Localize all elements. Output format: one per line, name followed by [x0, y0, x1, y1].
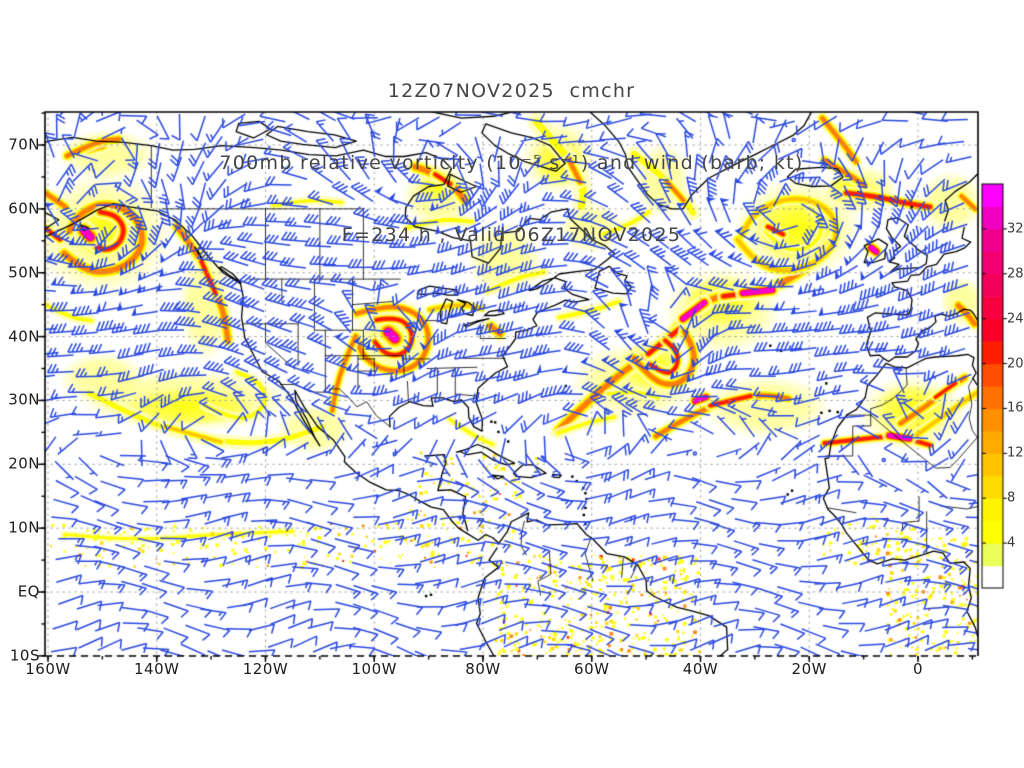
chart-titles: 12Z07NOV2025 cmchr 700mb relative vortic…: [45, 31, 978, 295]
colorbar-tick-label: 32: [1007, 221, 1024, 237]
y-axis-tick-label: 20N: [8, 454, 40, 473]
x-axis-tick-label: 0: [912, 660, 924, 678]
y-axis-tick-label: EQ: [17, 582, 40, 601]
y-axis-tick-label: 10S: [9, 646, 40, 665]
y-axis-tick-label: 50N: [8, 263, 40, 282]
y-axis-tick-label: 60N: [8, 199, 40, 218]
x-axis-tick-label: 20W: [791, 660, 827, 678]
x-axis-tick-label: 140W: [134, 660, 180, 678]
title-init-model: 12Z07NOV2025 cmchr: [387, 80, 636, 102]
x-axis-tick-label: 80W: [465, 660, 501, 678]
x-axis-tick-label: 160W: [25, 660, 71, 678]
y-axis-tick-label: 10N: [8, 518, 40, 537]
colorbar-tick-label: 28: [1007, 266, 1024, 282]
colorbar-tick-label: 4: [1007, 535, 1016, 551]
y-axis-tick-label: 70N: [8, 135, 40, 154]
title-valid: F=234 h ; Valid 06Z17NOV2025: [341, 224, 682, 246]
x-axis-tick-label: 120W: [242, 660, 289, 678]
colorbar-tick-label: 24: [1007, 311, 1024, 327]
colorbar-tick-label: 8: [1007, 490, 1016, 506]
colorbar-tick-label: 16: [1007, 400, 1024, 416]
y-axis-tick-label: 40N: [8, 327, 40, 346]
y-axis-tick-label: 30N: [8, 391, 40, 410]
x-axis-tick-label: 100W: [351, 660, 397, 678]
colorbar-tick-label: 20: [1007, 356, 1024, 372]
colorbar-tick-label: 12: [1007, 445, 1024, 461]
title-field: 700mb relative vorticity (10⁻⁵ s⁻¹) and …: [219, 152, 804, 174]
x-axis-tick-label: 60W: [574, 660, 610, 678]
x-axis-tick-label: 40W: [682, 660, 719, 678]
